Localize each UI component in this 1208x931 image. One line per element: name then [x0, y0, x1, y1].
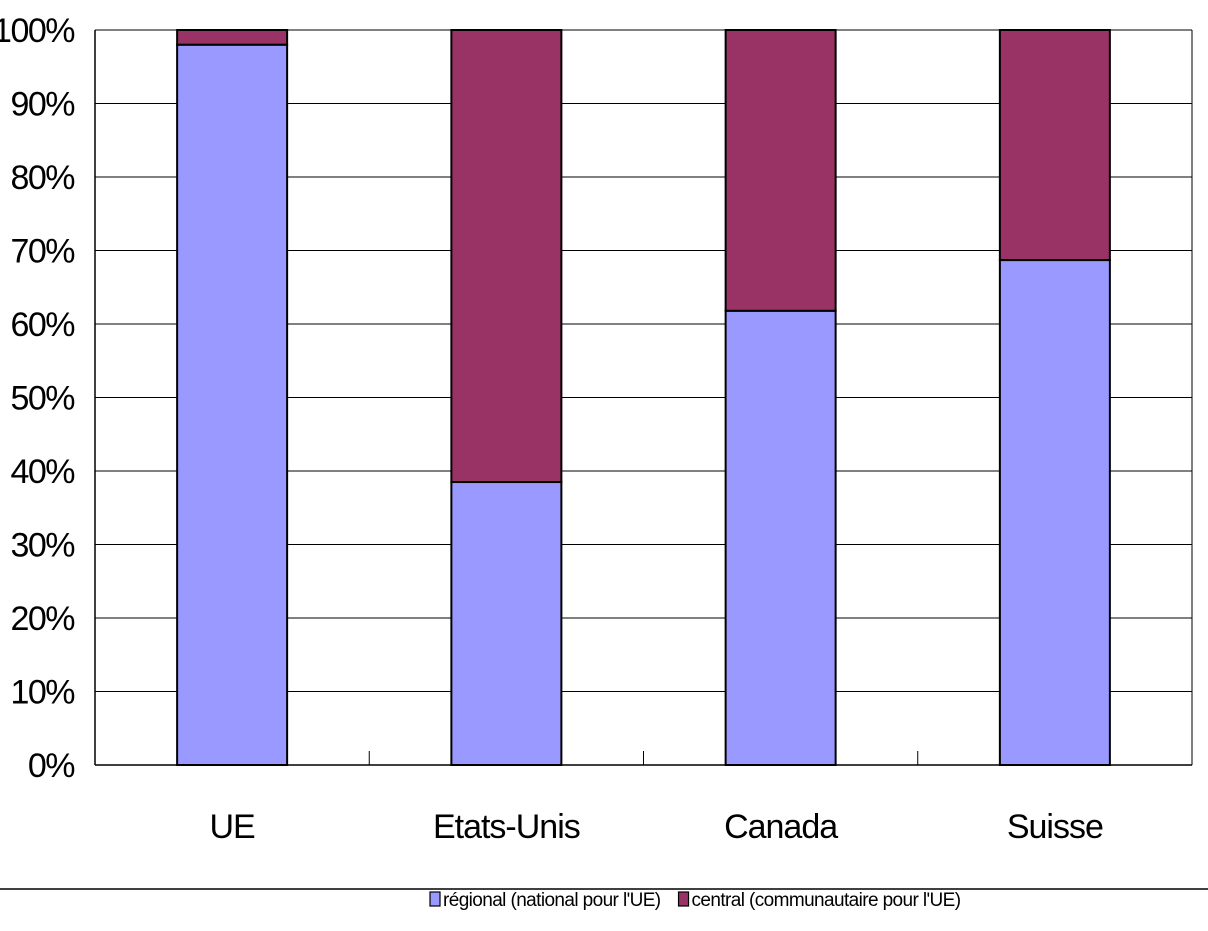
- bar-segment-central: [724, 29, 837, 312]
- bars: [176, 29, 1111, 766]
- bar-segment-regional: [724, 309, 837, 766]
- y-tick-label: 70%: [10, 233, 75, 271]
- y-tick-label: 20%: [10, 600, 75, 638]
- y-tick-label: 40%: [10, 453, 75, 491]
- legend-label: central (communautaire pour l'UE): [692, 890, 961, 911]
- legend-swatch: [677, 891, 690, 907]
- y-tick-label: 80%: [10, 159, 75, 197]
- legend-swatch: [429, 891, 441, 907]
- legend: régional (national pour l'UE) central (co…: [429, 890, 961, 911]
- category-label: Suisse: [1007, 808, 1103, 846]
- y-tick-label: 50%: [10, 380, 75, 418]
- category-label: Etats-Unis: [433, 808, 580, 846]
- legend-label: régional (national pour l'UE): [443, 890, 661, 911]
- y-tick-labels: 0% 10% 20% 30% 40% 50% 60% 70% 80% 90% 100%: [0, 12, 77, 785]
- category-label: Canada: [724, 808, 838, 846]
- y-tick-label: 30%: [10, 527, 75, 565]
- category-labels: UE Etats-Unis Canada Suisse: [210, 808, 1104, 846]
- bar-segment-central: [450, 29, 563, 484]
- y-tick-label: 100%: [0, 12, 75, 50]
- y-tick-label: 90%: [10, 86, 75, 124]
- bar-segment-regional: [450, 481, 563, 766]
- y-tick-label: 10%: [10, 674, 75, 712]
- bar-segment-central: [998, 29, 1111, 262]
- bar-segment-central: [176, 29, 289, 46]
- category-label: UE: [210, 808, 256, 846]
- y-tick-label: 60%: [10, 306, 75, 344]
- x-tick-marks: [368, 751, 919, 765]
- bar-segment-regional: [998, 259, 1111, 766]
- y-tick-label: 0%: [28, 747, 75, 785]
- bar-segment-regional: [176, 43, 289, 766]
